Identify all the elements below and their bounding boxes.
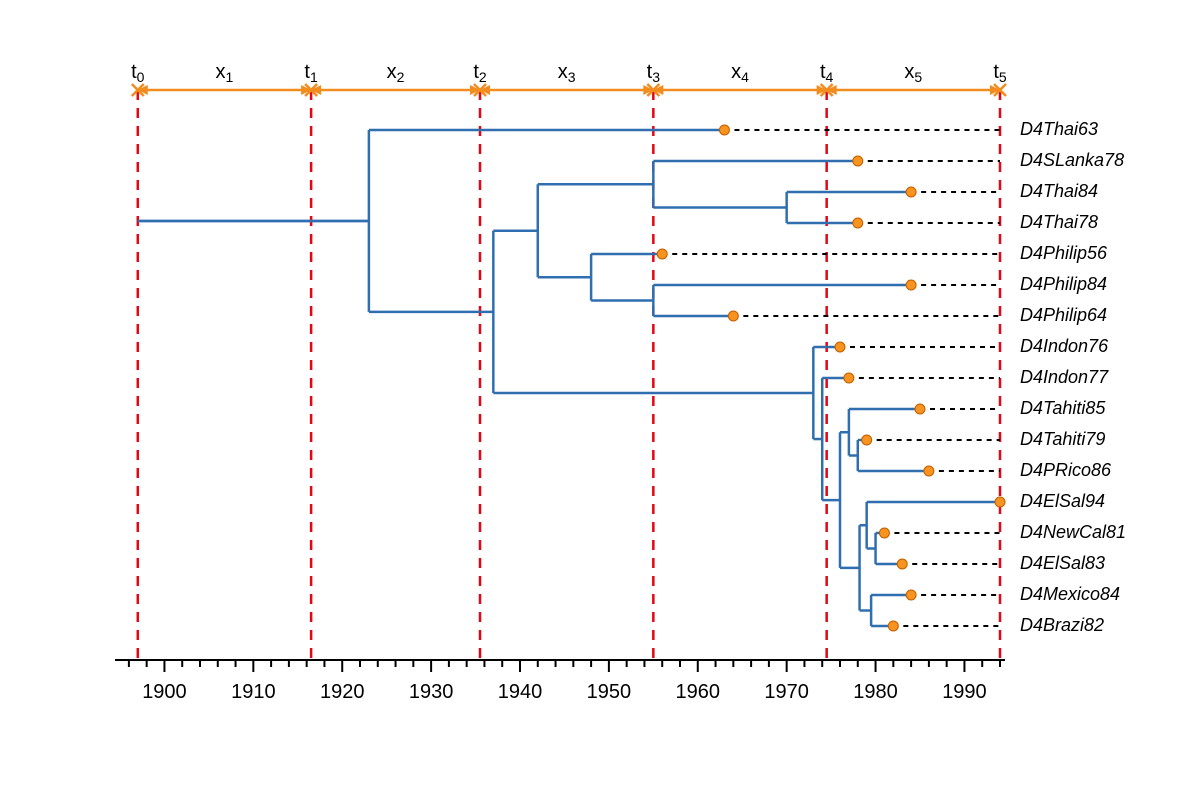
taxon-label: D4Thai78 — [1020, 212, 1098, 232]
axis-year-label: 1960 — [676, 681, 721, 703]
t-label: t5 — [993, 61, 1007, 85]
axis-year-label: 1900 — [142, 681, 187, 703]
axis-year-label: 1910 — [231, 681, 276, 703]
taxon-label: D4Thai63 — [1020, 119, 1098, 139]
taxon-label: D4Philip84 — [1020, 274, 1107, 294]
taxon-label: D4Thai84 — [1020, 181, 1098, 201]
axis-year-label: 1920 — [320, 681, 365, 703]
taxon-label: D4Indon77 — [1020, 367, 1109, 387]
tip-dot — [906, 187, 916, 197]
tip-dot — [728, 311, 738, 321]
tip-dot — [835, 342, 845, 352]
taxon-label: D4Philip56 — [1020, 243, 1108, 263]
tip-dot — [853, 156, 863, 166]
x-label: x2 — [387, 61, 405, 85]
axis-year-label: 1950 — [587, 681, 632, 703]
tip-dot — [853, 218, 863, 228]
axis-year-label: 1980 — [853, 681, 898, 703]
x-label: x5 — [904, 61, 922, 85]
x-label: x1 — [216, 61, 234, 85]
taxon-label: D4Tahiti79 — [1020, 429, 1105, 449]
axis-year-label: 1930 — [409, 681, 454, 703]
taxon-label: D4Mexico84 — [1020, 584, 1120, 604]
tip-dot — [906, 590, 916, 600]
taxon-label: D4SLanka78 — [1020, 150, 1124, 170]
t-label: t4 — [820, 61, 834, 85]
taxon-label: D4Brazi82 — [1020, 615, 1104, 635]
axis-year-label: 1990 — [942, 681, 987, 703]
tip-dot — [862, 435, 872, 445]
phylo-time-figure: 1900 1910 1920 1930 1940 1950 1960 1970 1980 1990… — [0, 0, 1200, 800]
tip-dot — [719, 125, 729, 135]
tip-dot — [888, 621, 898, 631]
tip-dot — [844, 373, 854, 383]
tip-dot — [657, 249, 667, 259]
tip-dot — [879, 528, 889, 538]
axis-year-label: 1970 — [764, 681, 809, 703]
taxon-label: D4Philip64 — [1020, 305, 1107, 325]
x-label: x3 — [558, 61, 576, 85]
taxon-label: D4ElSal83 — [1020, 553, 1105, 573]
t-label: t3 — [647, 61, 661, 85]
tip-dot — [924, 466, 934, 476]
tip-dot — [906, 280, 916, 290]
tip-dot — [897, 559, 907, 569]
tip-dot — [995, 497, 1005, 507]
t-label: t2 — [473, 61, 487, 85]
taxon-label: D4Tahiti85 — [1020, 398, 1106, 418]
taxon-label: D4PRico86 — [1020, 460, 1112, 480]
axis-year-label: 1940 — [498, 681, 543, 703]
taxon-label: D4NewCal81 — [1020, 522, 1126, 542]
t-label: t0 — [131, 61, 145, 85]
taxon-label: D4Indon76 — [1020, 336, 1109, 356]
t-label: t1 — [304, 61, 318, 85]
tip-dot — [915, 404, 925, 414]
taxon-label: D4ElSal94 — [1020, 491, 1105, 511]
x-label: x4 — [731, 61, 749, 85]
